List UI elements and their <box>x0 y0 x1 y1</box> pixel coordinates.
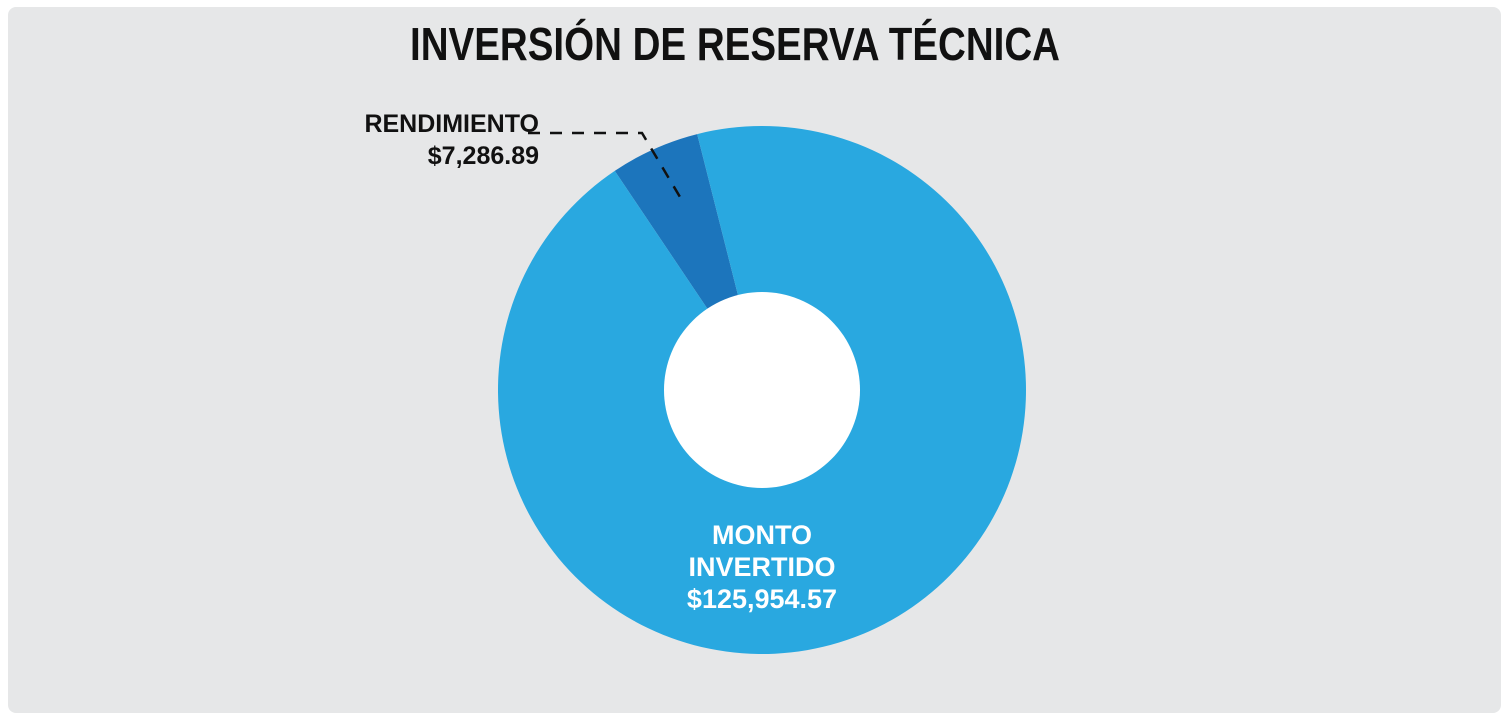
leader-line <box>528 131 682 198</box>
value-label: $7,286.89 <box>427 142 539 170</box>
category-label: MONTO INVERTIDO <box>688 520 836 582</box>
category-label: RENDIMIENTO <box>364 110 539 138</box>
slice-label: RENDIMIENTO $7,286.89 <box>364 108 539 172</box>
chart-title: INVERSIÓN DE RESERVA TÉCNICA <box>410 18 1060 70</box>
slice-label: MONTO INVERTIDO $125,954.57 <box>642 519 882 615</box>
donut-hole <box>664 292 860 488</box>
value-label: $125,954.57 <box>686 584 838 614</box>
